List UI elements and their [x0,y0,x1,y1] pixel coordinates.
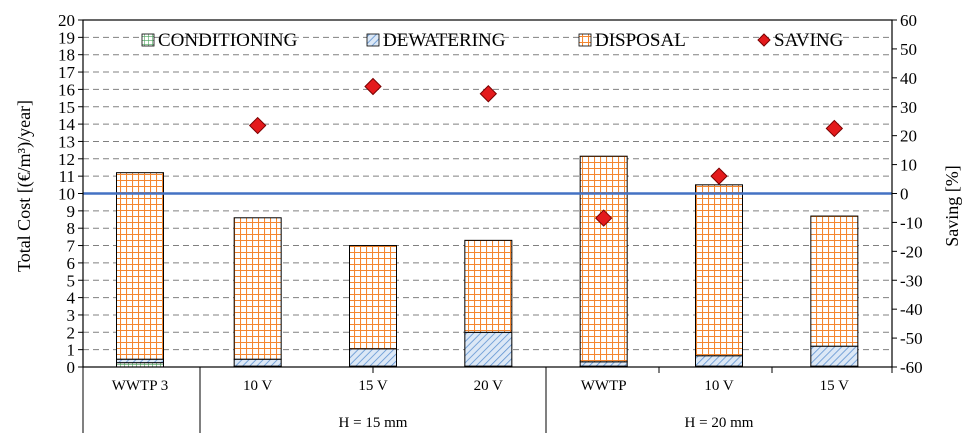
y2-tick-label: 10 [900,156,917,175]
y2-tick-label: 50 [900,40,917,59]
y-tick-label: 5 [67,271,76,290]
y2-tick-label: 40 [900,69,917,88]
category-axis: WWTP 3 10 V 15 V 20 V WWTP 10 V 15 V H = 15 mm H… [82,367,893,433]
y-axis-title: Total Cost [(€/m³)/year] [14,100,35,272]
y-tick-label: 20 [58,11,75,30]
y-tick-label: 10 [58,185,75,204]
category-label: WWTP 3 [112,378,169,394]
legend-label-disposal: DISPOSAL [595,30,686,51]
saving-point [710,167,728,185]
y-tick-label: 0 [67,358,76,377]
bar-dewatering [349,348,397,367]
bar-disposal [464,239,513,333]
y-tick-label: 2 [67,323,76,342]
legend: CONDITIONING DEWATERING DISPOSAL SAVING [141,30,844,51]
bar-conditioning [116,362,164,368]
y-tick-label: 12 [58,150,75,169]
bar-dewatering [579,361,628,367]
y-tick-label: 17 [58,63,76,82]
y-tick-label: 6 [67,254,76,273]
y-tick-label: 14 [58,115,76,134]
saving-point [594,209,613,227]
y-tick-label: 11 [59,167,75,186]
category-label: 10 V [704,378,733,394]
saving-point [479,85,498,103]
bar-dewatering [233,358,282,367]
legend-swatch-dewatering [366,33,380,47]
y2-tick-label: -30 [900,271,923,290]
legend-label-dewatering: DEWATERING [383,30,506,51]
bar-dewatering [464,331,513,367]
y2-axis-title: Saving [%] [942,165,962,246]
category-label: 15 V [820,378,849,394]
bar-disposal [349,245,397,350]
bar-disposal [695,184,743,357]
y-tick-label: 16 [58,80,75,99]
y2-tick-label: -20 [900,242,923,261]
axes [78,19,897,368]
category-label: 20 V [474,378,503,394]
saving-point [248,116,267,135]
category-label: 15 V [358,378,387,394]
category-label: WWTP [581,378,627,394]
legend-label-conditioning: CONDITIONING [158,30,298,51]
legend-swatch-disposal [578,33,592,47]
y2-tick-label: -60 [900,358,923,377]
gridlines [83,19,892,351]
y-tick-label: 19 [58,28,75,47]
y-tick-label: 8 [67,219,76,238]
group-label: H = 15 mm [339,415,408,431]
y2-tick-label: -10 [900,213,923,232]
bar-disposal [116,172,164,360]
legend-swatch-saving [757,33,771,47]
y-tick-label: 15 [58,98,75,117]
y-tick-label: 3 [67,306,76,325]
legend-swatch-conditioning [141,33,155,47]
y-tick-label: 7 [67,237,76,256]
y-tick-label: 13 [58,132,75,151]
y2-tick-label: 30 [900,98,917,117]
tick-labels: 01234567891011121314151617181920-60-50-4… [58,11,923,377]
bar-disposal [233,217,282,360]
y2-tick-label: 60 [900,11,917,30]
bar-dewatering [695,355,743,367]
saving-point [825,119,844,138]
bar-disposal [579,155,628,363]
bar-disposal [810,215,859,347]
y2-tick-label: 20 [900,127,917,146]
bar-dewatering [116,358,164,364]
group-label: H = 20 mm [685,415,754,431]
y2-tick-label: -40 [900,300,923,319]
bar-dewatering [810,345,859,367]
y2-tick-label: -50 [900,329,923,348]
y-tick-label: 4 [67,289,76,308]
saving-points-layer [248,77,844,227]
y2-tick-label: 0 [900,185,909,204]
y-tick-label: 1 [67,341,76,360]
legend-label-saving: SAVING [774,30,844,51]
saving-point [364,77,382,96]
y-tick-label: 18 [58,46,75,65]
category-label: 10 V [243,378,272,394]
y-tick-label: 9 [67,202,76,221]
bars-layer [116,155,859,368]
